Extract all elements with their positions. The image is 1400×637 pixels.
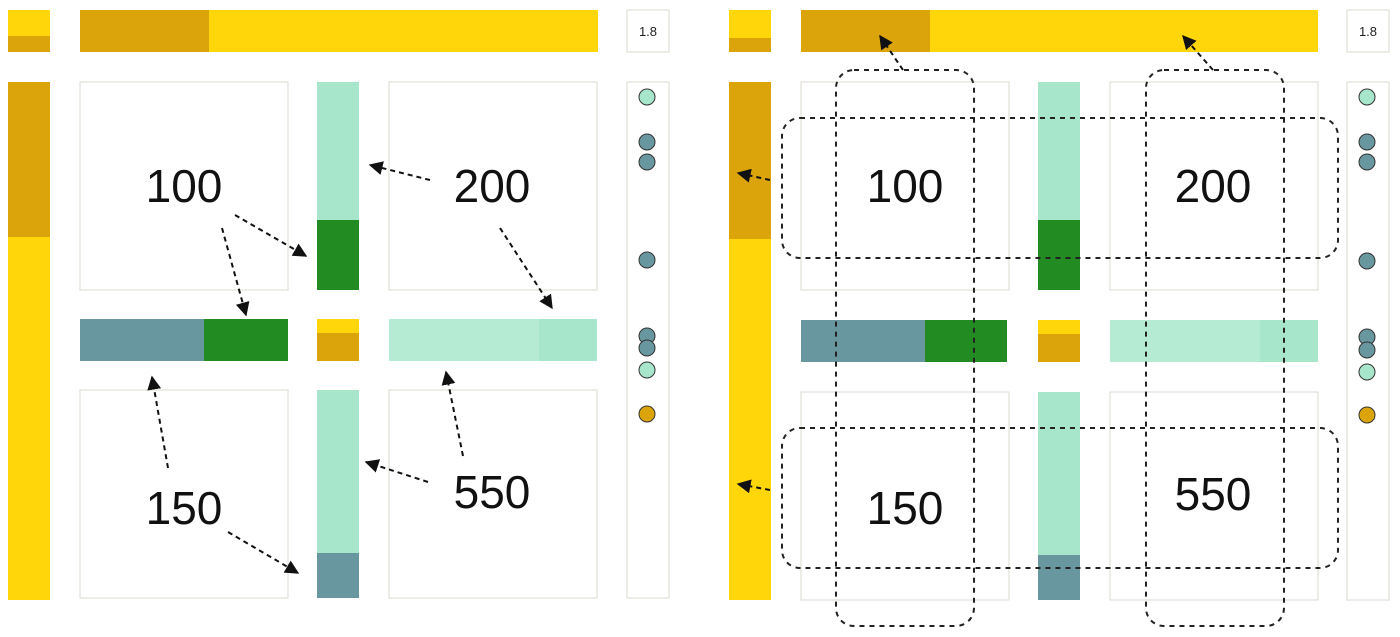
left-bar-dark-segment — [8, 82, 50, 237]
row-bar-right-mint-light — [1110, 320, 1260, 362]
cell-value-bottom-left: 150 — [867, 482, 944, 534]
arrow-550-to-col — [364, 459, 429, 483]
cell-value-top-left: 100 — [146, 160, 223, 212]
center-box-top — [317, 319, 359, 333]
group-row-top — [781, 117, 1339, 259]
col-bar-bottom-mint — [1038, 392, 1080, 555]
strip-dot — [1358, 153, 1376, 171]
cell-bottom-left — [79, 389, 289, 599]
col-bar-top-green — [317, 220, 359, 290]
row-bar-right-mint-light — [389, 319, 539, 361]
row-bar-left-green — [204, 319, 288, 361]
arrow-150-to-row — [147, 375, 169, 469]
strip-dot — [638, 133, 656, 151]
strip-dot — [1358, 252, 1376, 270]
arrow-200-to-col — [368, 161, 431, 181]
scale-box — [1346, 9, 1390, 53]
corner-marginal-bottom — [8, 36, 50, 52]
center-box-bottom — [317, 333, 359, 361]
cell-value-top-right: 200 — [1175, 160, 1252, 212]
col-bar-top-mint — [1038, 82, 1080, 220]
arrow-group-to-left-dark — [736, 168, 771, 183]
cell-value-top-left: 100 — [867, 160, 944, 212]
corner-marginal-top — [729, 10, 771, 38]
row-bar-left-teal — [80, 319, 204, 361]
top-bar-dark-segment — [80, 10, 209, 52]
arrow-group-to-top-light — [1182, 34, 1214, 71]
arrow-200-to-row — [499, 227, 553, 310]
col-bar-bottom-teal — [317, 553, 359, 598]
scale-label: 1.8 — [639, 24, 657, 39]
group-col-left — [835, 69, 975, 627]
arrow-group-to-left-light — [736, 479, 771, 494]
top-bar-dark-segment — [801, 10, 930, 52]
group-col-right — [1145, 69, 1285, 627]
left-bar-dark-segment — [729, 82, 771, 239]
arrow-100-to-col — [234, 214, 308, 257]
scale-box — [626, 9, 670, 53]
strip-dot — [638, 153, 656, 171]
row-bar-left-teal — [801, 320, 925, 362]
cell-top-left — [79, 81, 289, 291]
col-bar-bottom-teal — [1038, 555, 1080, 600]
cell-value-top-right: 200 — [454, 160, 531, 212]
arrow-group-to-top-dark — [879, 34, 904, 71]
cell-top-right — [388, 81, 598, 291]
strip-dot — [1358, 341, 1376, 359]
strip-dot — [1358, 363, 1376, 381]
row-bar-right-mint — [539, 319, 597, 361]
group-row-bottom — [781, 427, 1339, 569]
left-bar-light-segment — [729, 239, 771, 600]
strip-dot — [638, 251, 656, 269]
strip-dot — [638, 339, 656, 357]
cell-bottom-right — [388, 389, 598, 599]
row-bar-left-green — [925, 320, 1007, 362]
top-bar-light-segment — [209, 10, 598, 52]
left-bar-light-segment — [8, 237, 50, 600]
strip-dot — [1358, 88, 1376, 106]
cell-top-right — [1109, 81, 1319, 291]
col-bar-bottom-mint — [317, 390, 359, 553]
arrow-150-to-col — [227, 531, 300, 574]
corner-marginal-top — [8, 10, 50, 36]
strip-dot — [638, 88, 656, 106]
cell-value-bottom-right: 550 — [454, 466, 531, 518]
strip-dot — [638, 361, 656, 379]
top-bar-light-segment — [930, 10, 1318, 52]
right-panel: 1.8 100 200 150 5 — [729, 9, 1390, 627]
strip-dot — [638, 405, 656, 423]
row-bar-right-mint — [1260, 320, 1318, 362]
col-bar-top-mint — [317, 82, 359, 220]
corner-marginal-bottom — [729, 38, 771, 52]
left-panel: 1.8 100 200 150 5 — [8, 9, 670, 600]
col-bar-top-green — [1038, 220, 1080, 290]
center-box-top — [1038, 320, 1080, 334]
scale-label: 1.8 — [1359, 24, 1377, 39]
cell-value-bottom-right: 550 — [1175, 468, 1252, 520]
center-box-bottom — [1038, 334, 1080, 362]
cell-value-bottom-left: 150 — [146, 482, 223, 534]
cell-bottom-right — [1109, 391, 1319, 601]
strip-dot — [1358, 406, 1376, 424]
strip-dot — [1358, 133, 1376, 151]
arrow-100-to-row — [221, 227, 250, 317]
